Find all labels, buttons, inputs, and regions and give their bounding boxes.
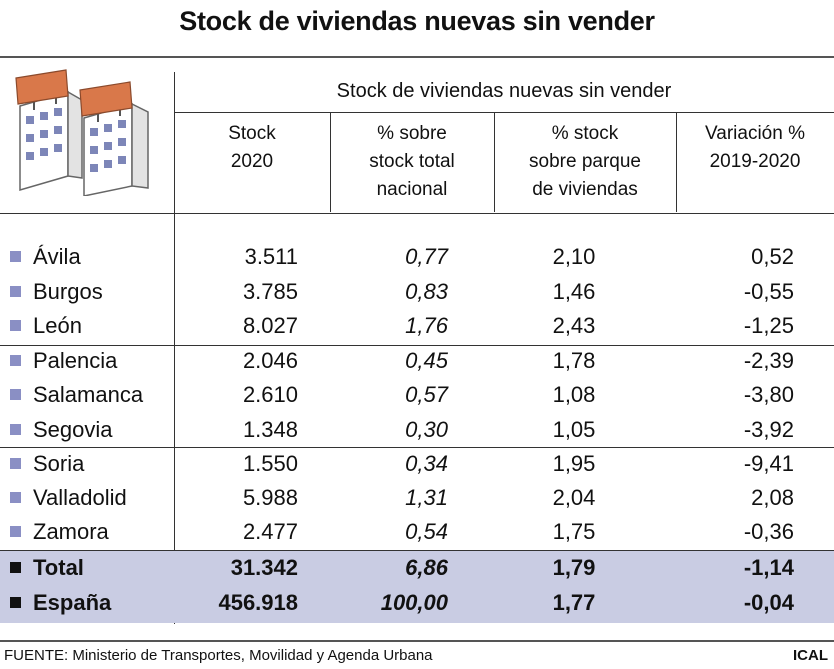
table-row: León 8.027 1,76 2,43 -1,25 xyxy=(0,309,834,343)
row-marker xyxy=(10,251,21,262)
grid-line xyxy=(174,112,834,113)
brand-credit: ICAL xyxy=(793,647,828,664)
row-marker xyxy=(10,286,21,297)
cell-pct-total: 100,00 xyxy=(380,590,448,615)
grid-line xyxy=(0,447,834,448)
bottom-rule xyxy=(0,640,834,642)
table-row: Zamora 2.477 0,54 1,75 -0,36 xyxy=(0,515,834,549)
cell-pct-parque: 1,05 xyxy=(552,417,596,442)
row-label: España xyxy=(33,590,112,615)
row-label: Salamanca xyxy=(33,382,144,407)
cell-variacion: -1,25 xyxy=(743,313,794,338)
cell-stock: 3.785 xyxy=(242,279,298,304)
cell-variacion: 2,08 xyxy=(751,485,794,510)
row-label: Segovia xyxy=(33,417,113,442)
row-label: León xyxy=(33,313,82,338)
cell-pct-parque: 1,75 xyxy=(552,519,596,544)
cell-pct-parque: 1,77 xyxy=(552,590,596,615)
cell-pct-total: 0,30 xyxy=(405,417,448,442)
cell-pct-parque: 2,43 xyxy=(552,313,596,338)
cell-variacion: 0,52 xyxy=(751,244,794,269)
row-marker xyxy=(10,355,21,366)
grid-line xyxy=(494,112,495,212)
cell-pct-parque: 2,10 xyxy=(552,244,596,269)
cell-variacion: -0,36 xyxy=(743,519,794,544)
table-row: Ávila 3.511 0,77 2,10 0,52 xyxy=(0,240,834,274)
column-group-header: Stock de viviendas nuevas sin vender xyxy=(336,80,672,102)
cell-variacion: -0,04 xyxy=(743,590,794,615)
cell-stock: 8.027 xyxy=(242,313,298,338)
cell-pct-total: 0,45 xyxy=(405,348,448,373)
table-row: Salamanca 2.610 0,57 1,08 -3,80 xyxy=(0,378,834,412)
row-label: Valladolid xyxy=(33,485,127,510)
row-label: Palencia xyxy=(33,348,118,373)
cell-variacion: -0,55 xyxy=(743,279,794,304)
cell-pct-total: 1,31 xyxy=(405,485,448,510)
cell-stock: 2.477 xyxy=(242,519,298,544)
row-marker xyxy=(10,597,21,608)
cell-stock: 3.511 xyxy=(244,244,298,269)
cell-pct-parque: 2,04 xyxy=(552,485,596,510)
cell-pct-total: 0,34 xyxy=(405,451,448,476)
cell-pct-total: 0,57 xyxy=(405,382,448,407)
source-note: FUENTE: Ministerio de Transportes, Movil… xyxy=(4,647,433,664)
row-label: Zamora xyxy=(33,519,109,544)
cell-pct-parque: 1,46 xyxy=(552,279,596,304)
column-header: Variación % 2019-2020 xyxy=(705,123,805,172)
grid-line xyxy=(0,345,834,346)
table-row: Segovia 1.348 0,30 1,05 -3,92 xyxy=(0,413,834,447)
row-label: Soria xyxy=(33,451,85,476)
table-row: Burgos 3.785 0,83 1,46 -0,55 xyxy=(0,275,834,309)
table-row: Valladolid 5.988 1,31 2,04 2,08 xyxy=(0,481,834,515)
cell-variacion: -9,41 xyxy=(743,451,794,476)
cell-stock: 31.342 xyxy=(230,555,298,580)
row-marker xyxy=(10,424,21,435)
cell-pct-total: 0,77 xyxy=(405,244,448,269)
row-marker xyxy=(10,526,21,537)
grid-line xyxy=(676,112,677,212)
top-rule xyxy=(0,56,834,58)
column-header: % stock sobre parque de viviendas xyxy=(529,123,641,200)
cell-stock: 1.550 xyxy=(242,451,298,476)
row-marker xyxy=(10,562,21,573)
row-label: Total xyxy=(33,555,84,580)
grid-line xyxy=(330,112,331,212)
cell-pct-total: 0,83 xyxy=(405,279,448,304)
row-marker xyxy=(10,458,21,469)
cell-variacion: -3,80 xyxy=(743,382,794,407)
row-marker xyxy=(10,389,21,400)
table-row-espana: España 456.918 100,00 1,77 -0,04 xyxy=(0,586,834,620)
cell-variacion: -2,39 xyxy=(743,348,794,373)
row-marker xyxy=(10,320,21,331)
table-row: Palencia 2.046 0,45 1,78 -2,39 xyxy=(0,344,834,378)
totals-band xyxy=(0,551,834,623)
grid-line xyxy=(174,72,175,624)
cell-pct-parque: 1,08 xyxy=(552,382,596,407)
cell-stock: 2.046 xyxy=(242,348,298,373)
chart-title: Stock de viviendas nuevas sin vender xyxy=(179,6,655,36)
row-label: Ávila xyxy=(33,244,81,269)
cell-pct-parque: 1,78 xyxy=(552,348,596,373)
cell-stock: 456.918 xyxy=(218,590,298,615)
cell-stock: 2.610 xyxy=(242,382,298,407)
table-row-total: Total 31.342 6,86 1,79 -1,14 xyxy=(0,551,834,585)
cell-stock: 5.988 xyxy=(242,485,298,510)
grid-line xyxy=(0,213,834,214)
buildings-for-sale-icon xyxy=(15,69,149,196)
table-row: Soria 1.550 0,34 1,95 -9,41 xyxy=(0,447,834,481)
column-header: Stock 2020 xyxy=(228,123,276,172)
cell-pct-total: 1,76 xyxy=(405,313,448,338)
row-marker xyxy=(10,492,21,503)
cell-stock: 1.348 xyxy=(242,417,298,442)
cell-variacion: -3,92 xyxy=(743,417,794,442)
grid-line xyxy=(0,550,834,551)
cell-pct-parque: 1,95 xyxy=(552,451,596,476)
column-header: % sobre stock total nacional xyxy=(369,123,455,200)
cell-pct-total: 6,86 xyxy=(405,555,448,580)
cell-variacion: -1,14 xyxy=(743,555,794,580)
cell-pct-total: 0,54 xyxy=(405,519,448,544)
row-label: Burgos xyxy=(33,279,103,304)
cell-pct-parque: 1,79 xyxy=(552,555,596,580)
